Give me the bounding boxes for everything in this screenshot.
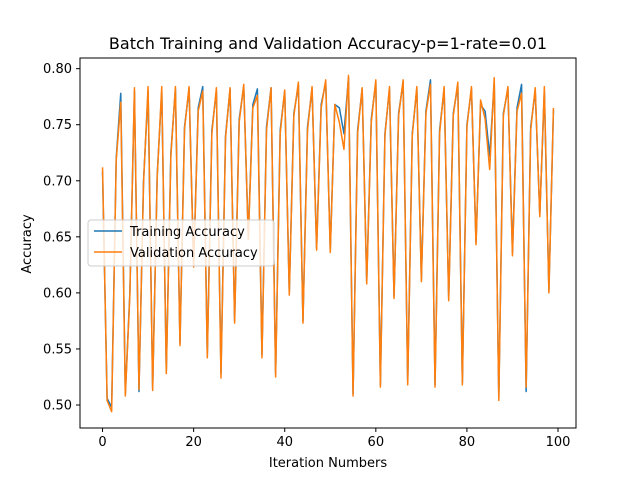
x-tick-label: 0 — [98, 435, 106, 450]
x-tick-label: 60 — [368, 435, 385, 450]
x-tick-label: 100 — [546, 435, 571, 450]
x-tick-label: 20 — [185, 435, 202, 450]
plot-frame — [79, 57, 577, 429]
legend-validation-label: Validation Accuracy — [130, 246, 258, 261]
y-tick-label: 0.75 — [43, 118, 72, 133]
y-tick-label: 0.50 — [43, 399, 72, 414]
plot-area — [101, 74, 555, 413]
y-tick-label: 0.70 — [43, 174, 72, 189]
x-tick-label: 80 — [459, 435, 476, 450]
axis-ticks: 0 20 40 60 80 100 0.50 0.55 0.60 0.65 0.70 0.75 0.80 — [43, 62, 570, 450]
y-tick-label: 0.60 — [43, 286, 72, 301]
chart-title: Batch Training and Validation Accuracy-p… — [109, 34, 547, 53]
y-tick-label: 0.55 — [43, 342, 72, 357]
y-tick-label: 0.80 — [43, 62, 72, 77]
legend-box — [87, 219, 275, 267]
legend: Training Accuracy Validation Accuracy — [87, 219, 275, 267]
y-tick-label: 0.65 — [43, 230, 72, 245]
x-tick-label: 40 — [276, 435, 293, 450]
x-axis-label: Iteration Numbers — [269, 456, 387, 471]
y-axis-label: Accuracy — [20, 214, 35, 274]
legend-training-label: Training Accuracy — [129, 225, 245, 240]
validation-accuracy-line — [101, 74, 555, 413]
